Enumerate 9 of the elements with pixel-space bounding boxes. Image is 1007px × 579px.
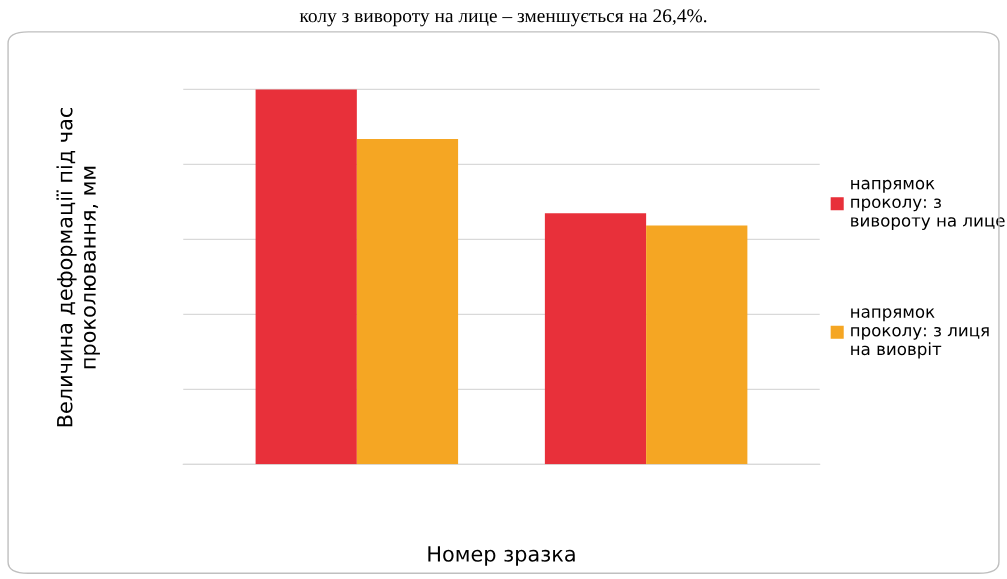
bar	[356, 138, 459, 465]
text: колу з вивороту на лице – зменшується на 26,4%.	[299, 9, 707, 27]
bar	[544, 213, 647, 465]
bar	[646, 225, 748, 465]
legend-label: напрямок проколу: з лиця на виовріт	[851, 308, 989, 359]
y-axis-title: Величина деформації під час проколювання, мм	[56, 107, 100, 427]
x-axis-title: Номер зразка	[428, 546, 575, 566]
legend-label: напрямок проколу: з вивороту на лице	[851, 179, 1005, 230]
bar	[255, 89, 357, 465]
